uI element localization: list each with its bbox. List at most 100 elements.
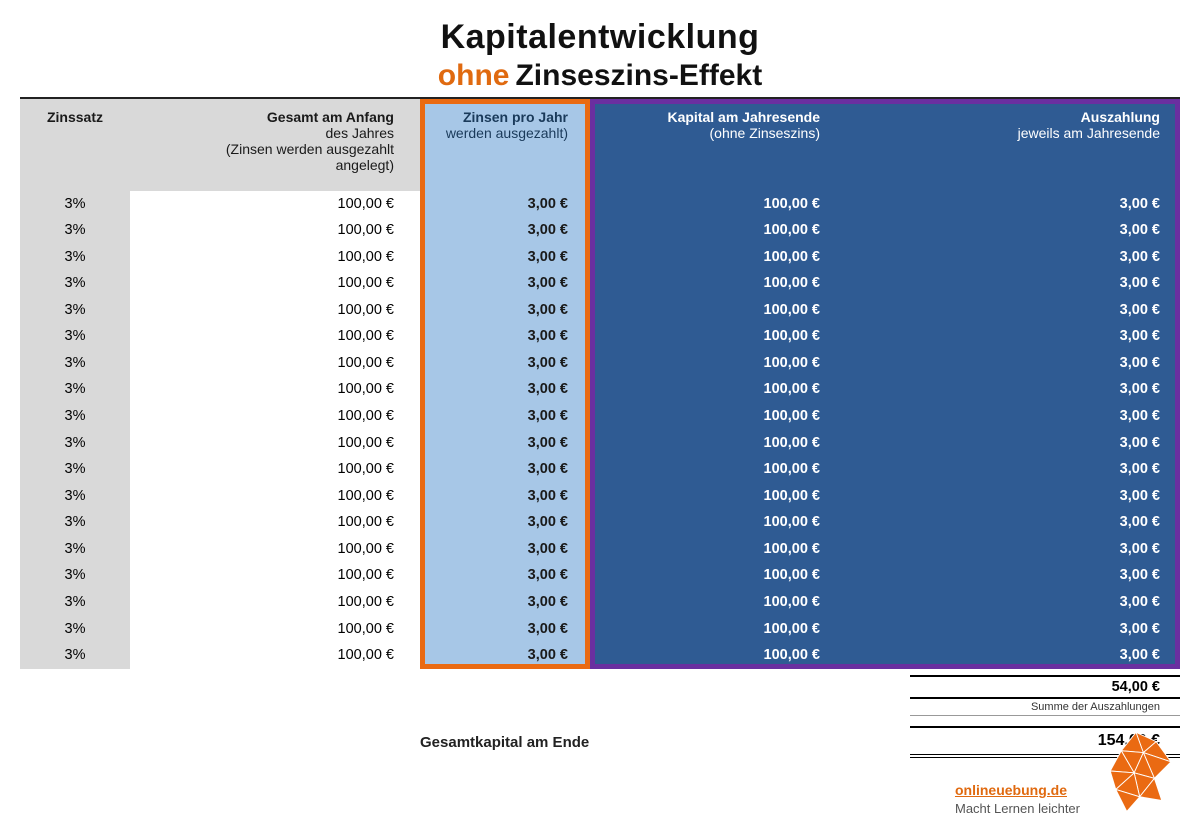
- cell-kapend: 100,00 €: [590, 510, 910, 537]
- cell-zins: 3,00 €: [420, 563, 590, 590]
- cell-start: 100,00 €: [130, 350, 420, 377]
- table-row: 3%100,00 €3,00 €100,00 €3,00 €: [20, 324, 1180, 351]
- col-header-zins-main: Zinsen pro Jahr: [434, 109, 568, 125]
- cell-kapend: 100,00 €: [590, 536, 910, 563]
- cell-ausz: 3,00 €: [910, 218, 1180, 245]
- table-row: 3%100,00 €3,00 €100,00 €3,00 €: [20, 536, 1180, 563]
- cell-zins: 3,00 €: [420, 430, 590, 457]
- cell-rate: 3%: [20, 483, 130, 510]
- cell-ausz: 3,00 €: [910, 191, 1180, 218]
- cell-rate: 3%: [20, 271, 130, 298]
- cell-rate: 3%: [20, 536, 130, 563]
- cell-start: 100,00 €: [130, 430, 420, 457]
- title-rest: Zinseszins-Effekt: [515, 59, 762, 92]
- cell-kapend: 100,00 €: [590, 377, 910, 404]
- cell-rate: 3%: [20, 324, 130, 351]
- cell-kapend: 100,00 €: [590, 297, 910, 324]
- cell-zins: 3,00 €: [420, 377, 590, 404]
- table-row: 3%100,00 €3,00 €100,00 €3,00 €: [20, 244, 1180, 271]
- cell-zins: 3,00 €: [420, 457, 590, 484]
- cell-start: 100,00 €: [130, 563, 420, 590]
- col-header-rate-main: Zinssatz: [34, 109, 116, 125]
- cell-start: 100,00 €: [130, 510, 420, 537]
- payout-sum-caption: Summe der Auszahlungen: [910, 699, 1180, 716]
- col-header-start: Gesamt am Anfang des Jahres (Zinsen werd…: [130, 99, 420, 191]
- cell-kapend: 100,00 €: [590, 430, 910, 457]
- table-body: 3%100,00 €3,00 €100,00 €3,00 €3%100,00 €…: [20, 191, 1180, 669]
- cell-start: 100,00 €: [130, 457, 420, 484]
- cell-zins: 3,00 €: [420, 536, 590, 563]
- col-header-kapend-sub1: (ohne Zinseszins): [604, 125, 820, 141]
- brand-tagline: Macht Lernen leichter: [955, 801, 1080, 816]
- cell-rate: 3%: [20, 191, 130, 218]
- cell-kapend: 100,00 €: [590, 271, 910, 298]
- col-header-start-sub3: angelegt): [144, 157, 394, 173]
- col-header-ausz-main: Auszahlung: [924, 109, 1160, 125]
- fox-logo-icon: [1090, 725, 1182, 817]
- table-row: 3%100,00 €3,00 €100,00 €3,00 €: [20, 191, 1180, 218]
- cell-kapend: 100,00 €: [590, 643, 910, 670]
- cell-zins: 3,00 €: [420, 643, 590, 670]
- cell-start: 100,00 €: [130, 244, 420, 271]
- table-row: 3%100,00 €3,00 €100,00 €3,00 €: [20, 457, 1180, 484]
- capital-table: Zinssatz Gesamt am Anfang des Jahres (Zi…: [20, 99, 1180, 669]
- table-row: 3%100,00 €3,00 €100,00 €3,00 €: [20, 430, 1180, 457]
- cell-zins: 3,00 €: [420, 297, 590, 324]
- cell-kapend: 100,00 €: [590, 457, 910, 484]
- cell-kapend: 100,00 €: [590, 324, 910, 351]
- cell-start: 100,00 €: [130, 377, 420, 404]
- cell-start: 100,00 €: [130, 536, 420, 563]
- table-row: 3%100,00 €3,00 €100,00 €3,00 €: [20, 404, 1180, 431]
- cell-start: 100,00 €: [130, 324, 420, 351]
- table-row: 3%100,00 €3,00 €100,00 €3,00 €: [20, 377, 1180, 404]
- cell-zins: 3,00 €: [420, 350, 590, 377]
- table-row: 3%100,00 €3,00 €100,00 €3,00 €: [20, 510, 1180, 537]
- cell-ausz: 3,00 €: [910, 616, 1180, 643]
- brand-block: onlineuebung.de Macht Lernen leichter: [955, 725, 1182, 817]
- cell-start: 100,00 €: [130, 643, 420, 670]
- cell-rate: 3%: [20, 589, 130, 616]
- page-title-block: Kapitalentwicklung ohneZinseszins-Effekt: [0, 0, 1200, 93]
- cell-kapend: 100,00 €: [590, 589, 910, 616]
- cell-zins: 3,00 €: [420, 589, 590, 616]
- cell-ausz: 3,00 €: [910, 510, 1180, 537]
- cell-rate: 3%: [20, 616, 130, 643]
- cell-kapend: 100,00 €: [590, 350, 910, 377]
- cell-rate: 3%: [20, 510, 130, 537]
- cell-ausz: 3,00 €: [910, 457, 1180, 484]
- cell-kapend: 100,00 €: [590, 616, 910, 643]
- table-row: 3%100,00 €3,00 €100,00 €3,00 €: [20, 218, 1180, 245]
- table-row: 3%100,00 €3,00 €100,00 €3,00 €: [20, 350, 1180, 377]
- cell-kapend: 100,00 €: [590, 563, 910, 590]
- cell-start: 100,00 €: [130, 483, 420, 510]
- table-row: 3%100,00 €3,00 €100,00 €3,00 €: [20, 297, 1180, 324]
- cell-ausz: 3,00 €: [910, 483, 1180, 510]
- cell-ausz: 3,00 €: [910, 324, 1180, 351]
- col-header-kapend-main: Kapital am Jahresende: [604, 109, 820, 125]
- col-header-zins-sub1: werden ausgezahlt): [434, 125, 568, 141]
- total-label: Gesamtkapital am Ende: [420, 734, 720, 751]
- cell-rate: 3%: [20, 297, 130, 324]
- cell-start: 100,00 €: [130, 297, 420, 324]
- col-header-start-main: Gesamt am Anfang: [144, 109, 394, 125]
- brand-link[interactable]: onlineuebung.de: [955, 782, 1067, 798]
- cell-start: 100,00 €: [130, 271, 420, 298]
- cell-rate: 3%: [20, 377, 130, 404]
- table-row: 3%100,00 €3,00 €100,00 €3,00 €: [20, 271, 1180, 298]
- title-line2: ohneZinseszins-Effekt: [0, 59, 1200, 93]
- cell-zins: 3,00 €: [420, 510, 590, 537]
- cell-rate: 3%: [20, 563, 130, 590]
- cell-kapend: 100,00 €: [590, 218, 910, 245]
- cell-rate: 3%: [20, 643, 130, 670]
- table-wrap: Zinssatz Gesamt am Anfang des Jahres (Zi…: [20, 99, 1180, 669]
- cell-zins: 3,00 €: [420, 271, 590, 298]
- col-header-ausz: Auszahlung jeweils am Jahresende: [910, 99, 1180, 191]
- table-row: 3%100,00 €3,00 €100,00 €3,00 €: [20, 643, 1180, 670]
- cell-start: 100,00 €: [130, 218, 420, 245]
- col-header-start-sub1: des Jahres: [144, 125, 394, 141]
- cell-kapend: 100,00 €: [590, 191, 910, 218]
- table-header-row: Zinssatz Gesamt am Anfang des Jahres (Zi…: [20, 99, 1180, 191]
- cell-ausz: 3,00 €: [910, 643, 1180, 670]
- cell-rate: 3%: [20, 430, 130, 457]
- cell-ausz: 3,00 €: [910, 350, 1180, 377]
